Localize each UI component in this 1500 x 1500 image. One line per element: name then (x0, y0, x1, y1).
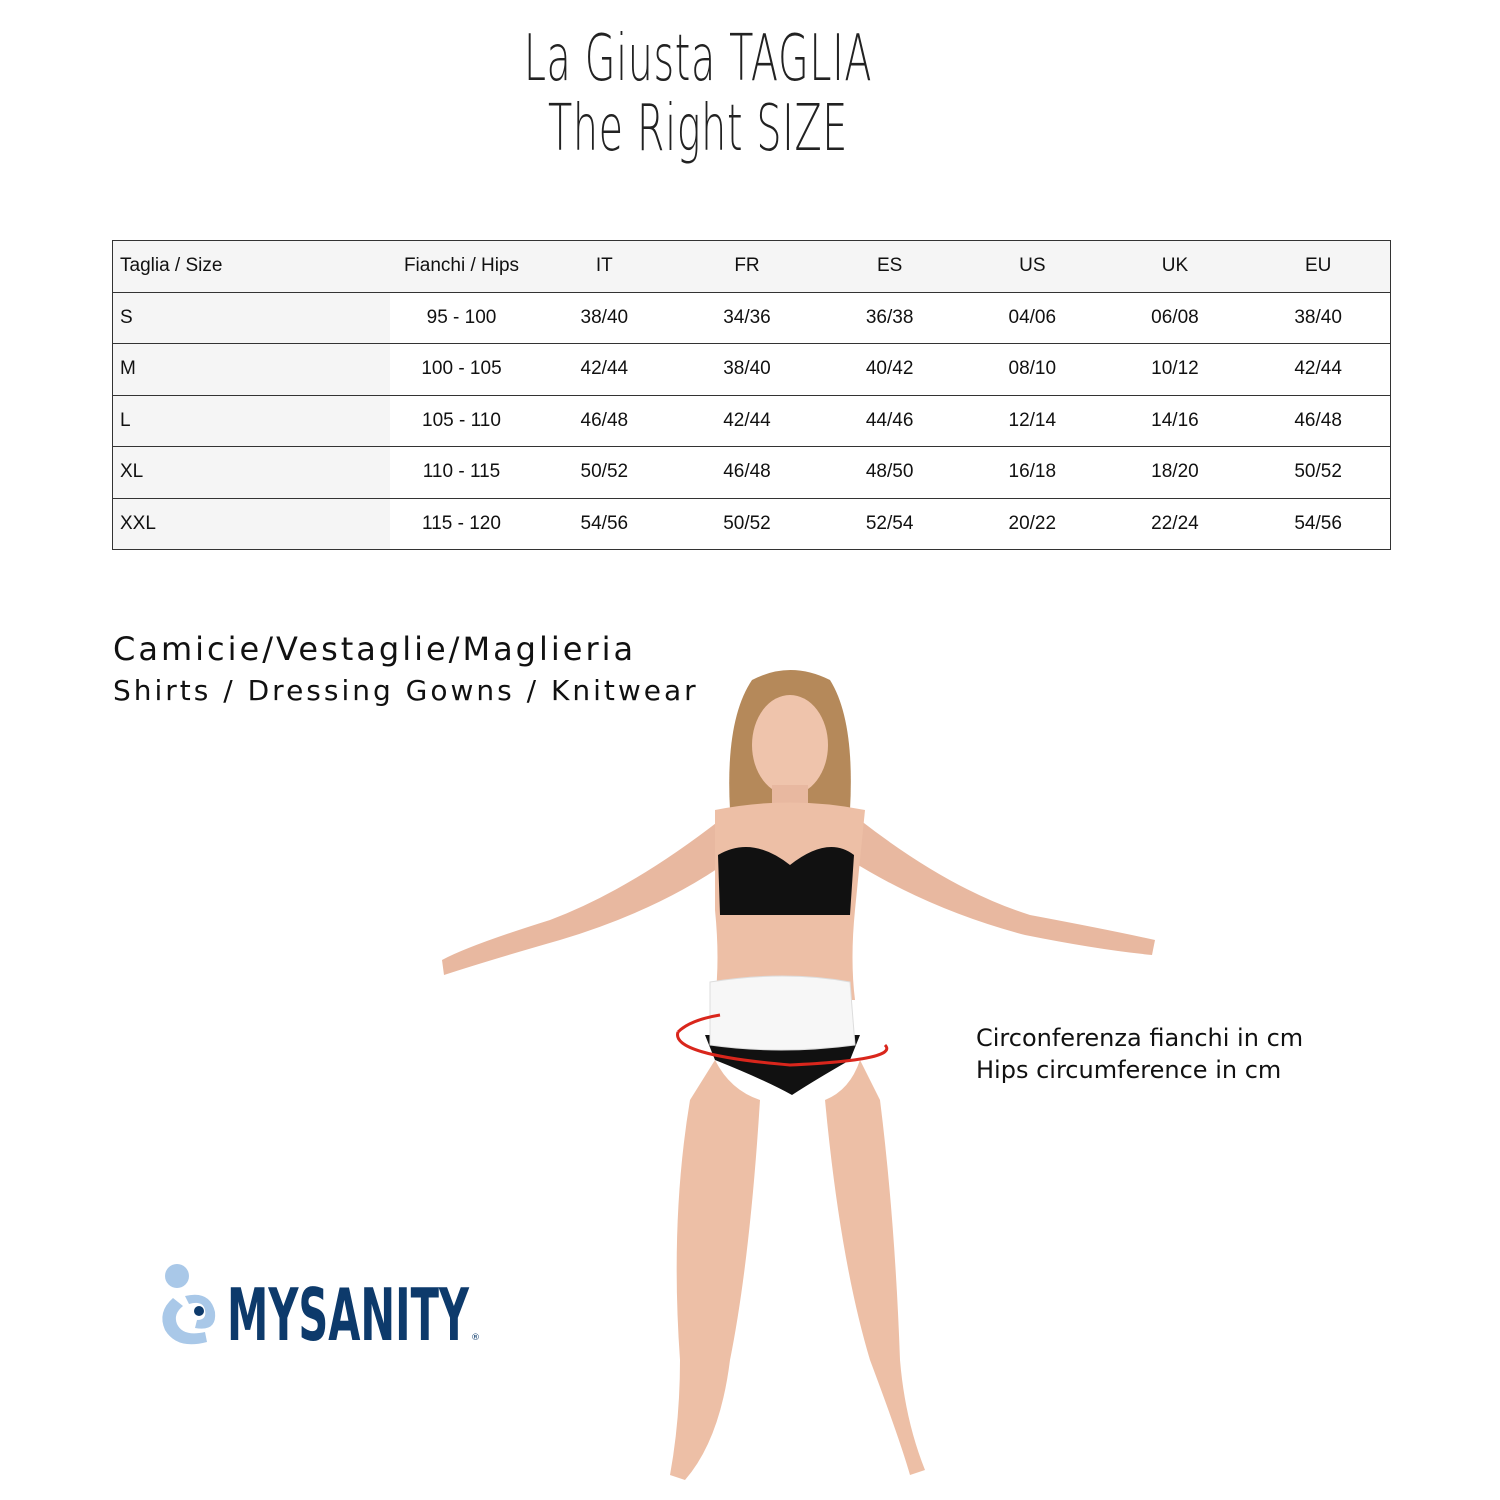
value-cell: 34/36 (675, 291, 819, 344)
value-cell: 22/24 (1103, 497, 1247, 550)
size-cell: XXL (112, 497, 390, 550)
value-cell: 46/48 (1246, 394, 1391, 447)
value-cell: 10/12 (1103, 343, 1247, 396)
size-cell: L (112, 394, 390, 447)
value-cell: 08/10 (960, 343, 1104, 396)
value-cell: 40/42 (818, 343, 961, 396)
size-cell: M (112, 343, 390, 396)
measure-note-english: Hips circumference in cm (976, 1056, 1282, 1084)
table-row: M 100 - 105 42/44 38/40 40/42 08/10 10/12 42/44 (112, 343, 1391, 396)
hip-measurement-line (676, 1031, 889, 1067)
value-cell: 50/52 (533, 446, 676, 499)
value-cell: 46/48 (675, 446, 819, 499)
table-row: L 105 - 110 46/48 42/44 44/46 12/14 14/16 46/48 (112, 394, 1391, 447)
size-table: Taglia / Size Fianchi / Hips IT FR ES US… (112, 240, 1391, 550)
measure-note-italian: Circonferenza fianchi in cm (976, 1024, 1304, 1052)
value-cell: 100 - 105 (390, 343, 533, 396)
table-header-row: Taglia / Size Fianchi / Hips IT FR ES US… (112, 240, 1391, 293)
value-cell: 42/44 (675, 394, 819, 447)
header-us: US (960, 240, 1104, 293)
table-row: XL 110 - 115 50/52 46/48 48/50 16/18 18/20 50/5… (112, 446, 1391, 499)
value-cell: 48/50 (818, 446, 961, 499)
table-row: S 95 - 100 38/40 34/36 36/38 04/06 06/08 38/40 (112, 291, 1391, 344)
size-cell: S (112, 291, 390, 344)
value-cell: 42/44 (1246, 343, 1391, 396)
value-cell: 95 - 100 (390, 291, 533, 344)
value-cell: 52/54 (818, 497, 961, 550)
svg-text:MYSANITY: MYSANITY (227, 1273, 469, 1352)
value-cell: 12/14 (960, 394, 1104, 447)
value-cell: 36/38 (818, 291, 961, 344)
value-cell: 44/46 (818, 394, 961, 447)
header-uk: UK (1103, 240, 1247, 293)
svg-text:®: ® (471, 1333, 480, 1343)
value-cell: 42/44 (533, 343, 676, 396)
value-cell: 04/06 (960, 291, 1104, 344)
value-cell: 115 - 120 (390, 497, 533, 550)
table-row: XXL 115 - 120 54/56 50/52 52/54 20/22 22/24 54/… (112, 497, 1391, 550)
value-cell: 54/56 (533, 497, 676, 550)
value-cell: 50/52 (1246, 446, 1391, 499)
title-italian: La Giusta TAGLIA (523, 22, 873, 96)
header-eu: EU (1246, 240, 1391, 293)
value-cell: 46/48 (533, 394, 676, 447)
header-it: IT (533, 240, 676, 293)
value-cell: 38/40 (675, 343, 819, 396)
category-italian: Camicie/Vestaglie/Maglieria (113, 630, 637, 668)
model-figure-image (442, 670, 1155, 1480)
header-fr: FR (675, 240, 819, 293)
category-english: Shirts / Dressing Gowns / Knitwear (113, 674, 699, 707)
value-cell: 18/20 (1103, 446, 1247, 499)
value-cell: 105 - 110 (390, 394, 533, 447)
header-es: ES (818, 240, 961, 293)
value-cell: 16/18 (960, 446, 1104, 499)
title-english: The Right SIZE (548, 92, 848, 166)
value-cell: 50/52 (675, 497, 819, 550)
mysanity-logo: MYSANITY ® (162, 1264, 480, 1352)
header-size: Taglia / Size (112, 240, 390, 293)
value-cell: 38/40 (533, 291, 676, 344)
value-cell: 110 - 115 (390, 446, 533, 499)
size-cell: XL (112, 446, 390, 499)
value-cell: 38/40 (1246, 291, 1391, 344)
value-cell: 14/16 (1103, 394, 1247, 447)
mysanity-logo-icon (162, 1264, 216, 1345)
value-cell: 20/22 (960, 497, 1104, 550)
value-cell: 54/56 (1246, 497, 1391, 550)
header-hips: Fianchi / Hips (390, 240, 533, 293)
value-cell: 06/08 (1103, 291, 1247, 344)
